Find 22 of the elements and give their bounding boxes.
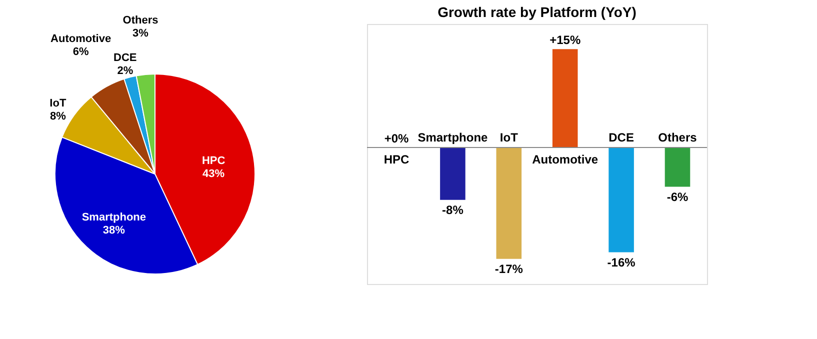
- data-label: -16%: [607, 255, 636, 270]
- slice-label: Automotive: [50, 33, 112, 46]
- data-label: 2%: [117, 64, 134, 77]
- x-tick-label: DCE: [608, 130, 634, 144]
- x-tick-label: IoT: [500, 130, 519, 144]
- data-label: +0%: [384, 131, 410, 146]
- chart-title: Growth rate by Platform (YoY): [438, 4, 636, 20]
- x-tick-label: Others: [658, 130, 698, 144]
- slice-label: Smartphone: [82, 212, 146, 224]
- data-label: 3%: [132, 28, 149, 40]
- data-label: -6%: [666, 190, 688, 204]
- data-label: 38%: [102, 224, 126, 237]
- slice-label: Others: [122, 14, 158, 27]
- data-label: 6%: [72, 46, 89, 58]
- slice-label: IoT: [50, 97, 66, 110]
- data-label: -17%: [494, 262, 524, 276]
- data-label: +15%: [550, 33, 581, 48]
- slice-label: DCE: [114, 52, 137, 64]
- x-tick-label: Smartphone: [418, 130, 488, 144]
- data-label: -8%: [442, 202, 464, 217]
- data-label: 8%: [50, 110, 66, 122]
- data-label: 43%: [202, 168, 225, 180]
